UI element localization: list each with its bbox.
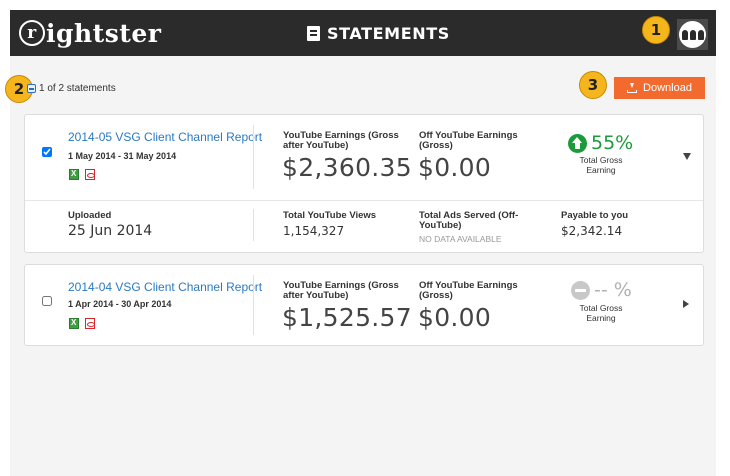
collapse-chevron-icon[interactable] (683, 153, 691, 160)
statement-dates: 1 Apr 2014 - 30 Apr 2014 (68, 299, 172, 309)
rightster-logo[interactable]: r ightster (19, 16, 161, 50)
statement-dates: 1 May 2014 - 31 May 2014 (68, 151, 177, 161)
yt-earnings-value: $2,360.35 (282, 153, 412, 182)
statement-title-link[interactable]: 2014-05 VSG Client Channel Report (68, 130, 263, 144)
top-header: r ightster STATEMENTS (10, 10, 716, 56)
off-yt-earnings-label: Off YouTube Earnings (Gross) (419, 130, 518, 151)
excel-file-icon[interactable] (69, 169, 79, 180)
payable-label: Payable to you (561, 210, 629, 221)
pdf-file-icon[interactable] (85, 169, 95, 180)
pct-value: -- % (594, 279, 632, 301)
column-divider (253, 125, 254, 189)
pct-change: 55% (568, 132, 633, 154)
statement-title-link[interactable]: 2014-04 VSG Client Channel Report (68, 280, 263, 294)
uploaded-value: 25 Jun 2014 (68, 223, 153, 239)
user-avatar[interactable] (677, 19, 708, 50)
download-icon (627, 83, 638, 93)
file-icons (69, 169, 95, 180)
logo-text: ightster (46, 18, 162, 48)
pdf-file-icon[interactable] (85, 318, 95, 329)
download-button[interactable]: Download (614, 77, 705, 99)
card-divider (25, 200, 703, 201)
column-divider (253, 209, 254, 241)
off-yt-earnings-value: $0.00 (418, 153, 492, 182)
uploaded-label: Uploaded (68, 210, 112, 221)
annotation-badge-1: 1 (642, 16, 670, 44)
ads-served-label: Total Ads Served (Off-YouTube) (419, 210, 519, 231)
statement-checkbox[interactable] (42, 296, 52, 306)
ads-served-value: NO DATA AVAILABLE (419, 234, 502, 244)
app-frame: r ightster STATEMENTS 1 2 1 of 2 statemen… (5, 10, 716, 476)
minus-circle-icon (571, 280, 590, 300)
off-yt-earnings-label: Off YouTube Earnings (Gross) (419, 280, 518, 301)
logo-r-mark: r (19, 20, 45, 46)
pct-value: 55% (591, 132, 634, 154)
statement-count-text: 1 of 2 statements (39, 83, 116, 94)
excel-file-icon[interactable] (69, 318, 79, 329)
document-icon (307, 25, 320, 41)
total-views-label: Total YouTube Views (283, 210, 377, 221)
file-icons (69, 318, 95, 329)
pct-label: Total Gross Earning (579, 303, 623, 323)
annotation-badge-3: 3 (579, 71, 607, 99)
yt-earnings-label: YouTube Earnings (Gross after YouTube) (283, 280, 399, 301)
payable-value: $2,342.14 (561, 224, 623, 238)
yt-earnings-value: $1,525.57 (282, 303, 412, 332)
statement-count: 1 of 2 statements (27, 83, 116, 94)
statement-card: 2014-05 VSG Client Channel Report 1 May … (24, 114, 704, 253)
statement-card: 2014-04 VSG Client Channel Report 1 Apr … (24, 264, 704, 346)
user-group-icon (679, 21, 706, 48)
expand-chevron-icon[interactable] (683, 300, 689, 308)
page-title-text: STATEMENTS (327, 23, 450, 43)
download-label: Download (643, 82, 692, 94)
page-title: STATEMENTS (307, 22, 450, 44)
pct-label: Total Gross Earning (579, 155, 623, 175)
yt-earnings-label: YouTube Earnings (Gross after YouTube) (283, 130, 399, 151)
statement-checkbox[interactable] (42, 147, 52, 157)
pct-change: -- % (571, 279, 632, 301)
off-yt-earnings-value: $0.00 (418, 303, 492, 332)
arrow-up-icon (568, 133, 587, 153)
column-divider (253, 275, 254, 335)
collapse-all-icon[interactable] (27, 84, 36, 93)
total-views-value: 1,154,327 (283, 224, 345, 238)
